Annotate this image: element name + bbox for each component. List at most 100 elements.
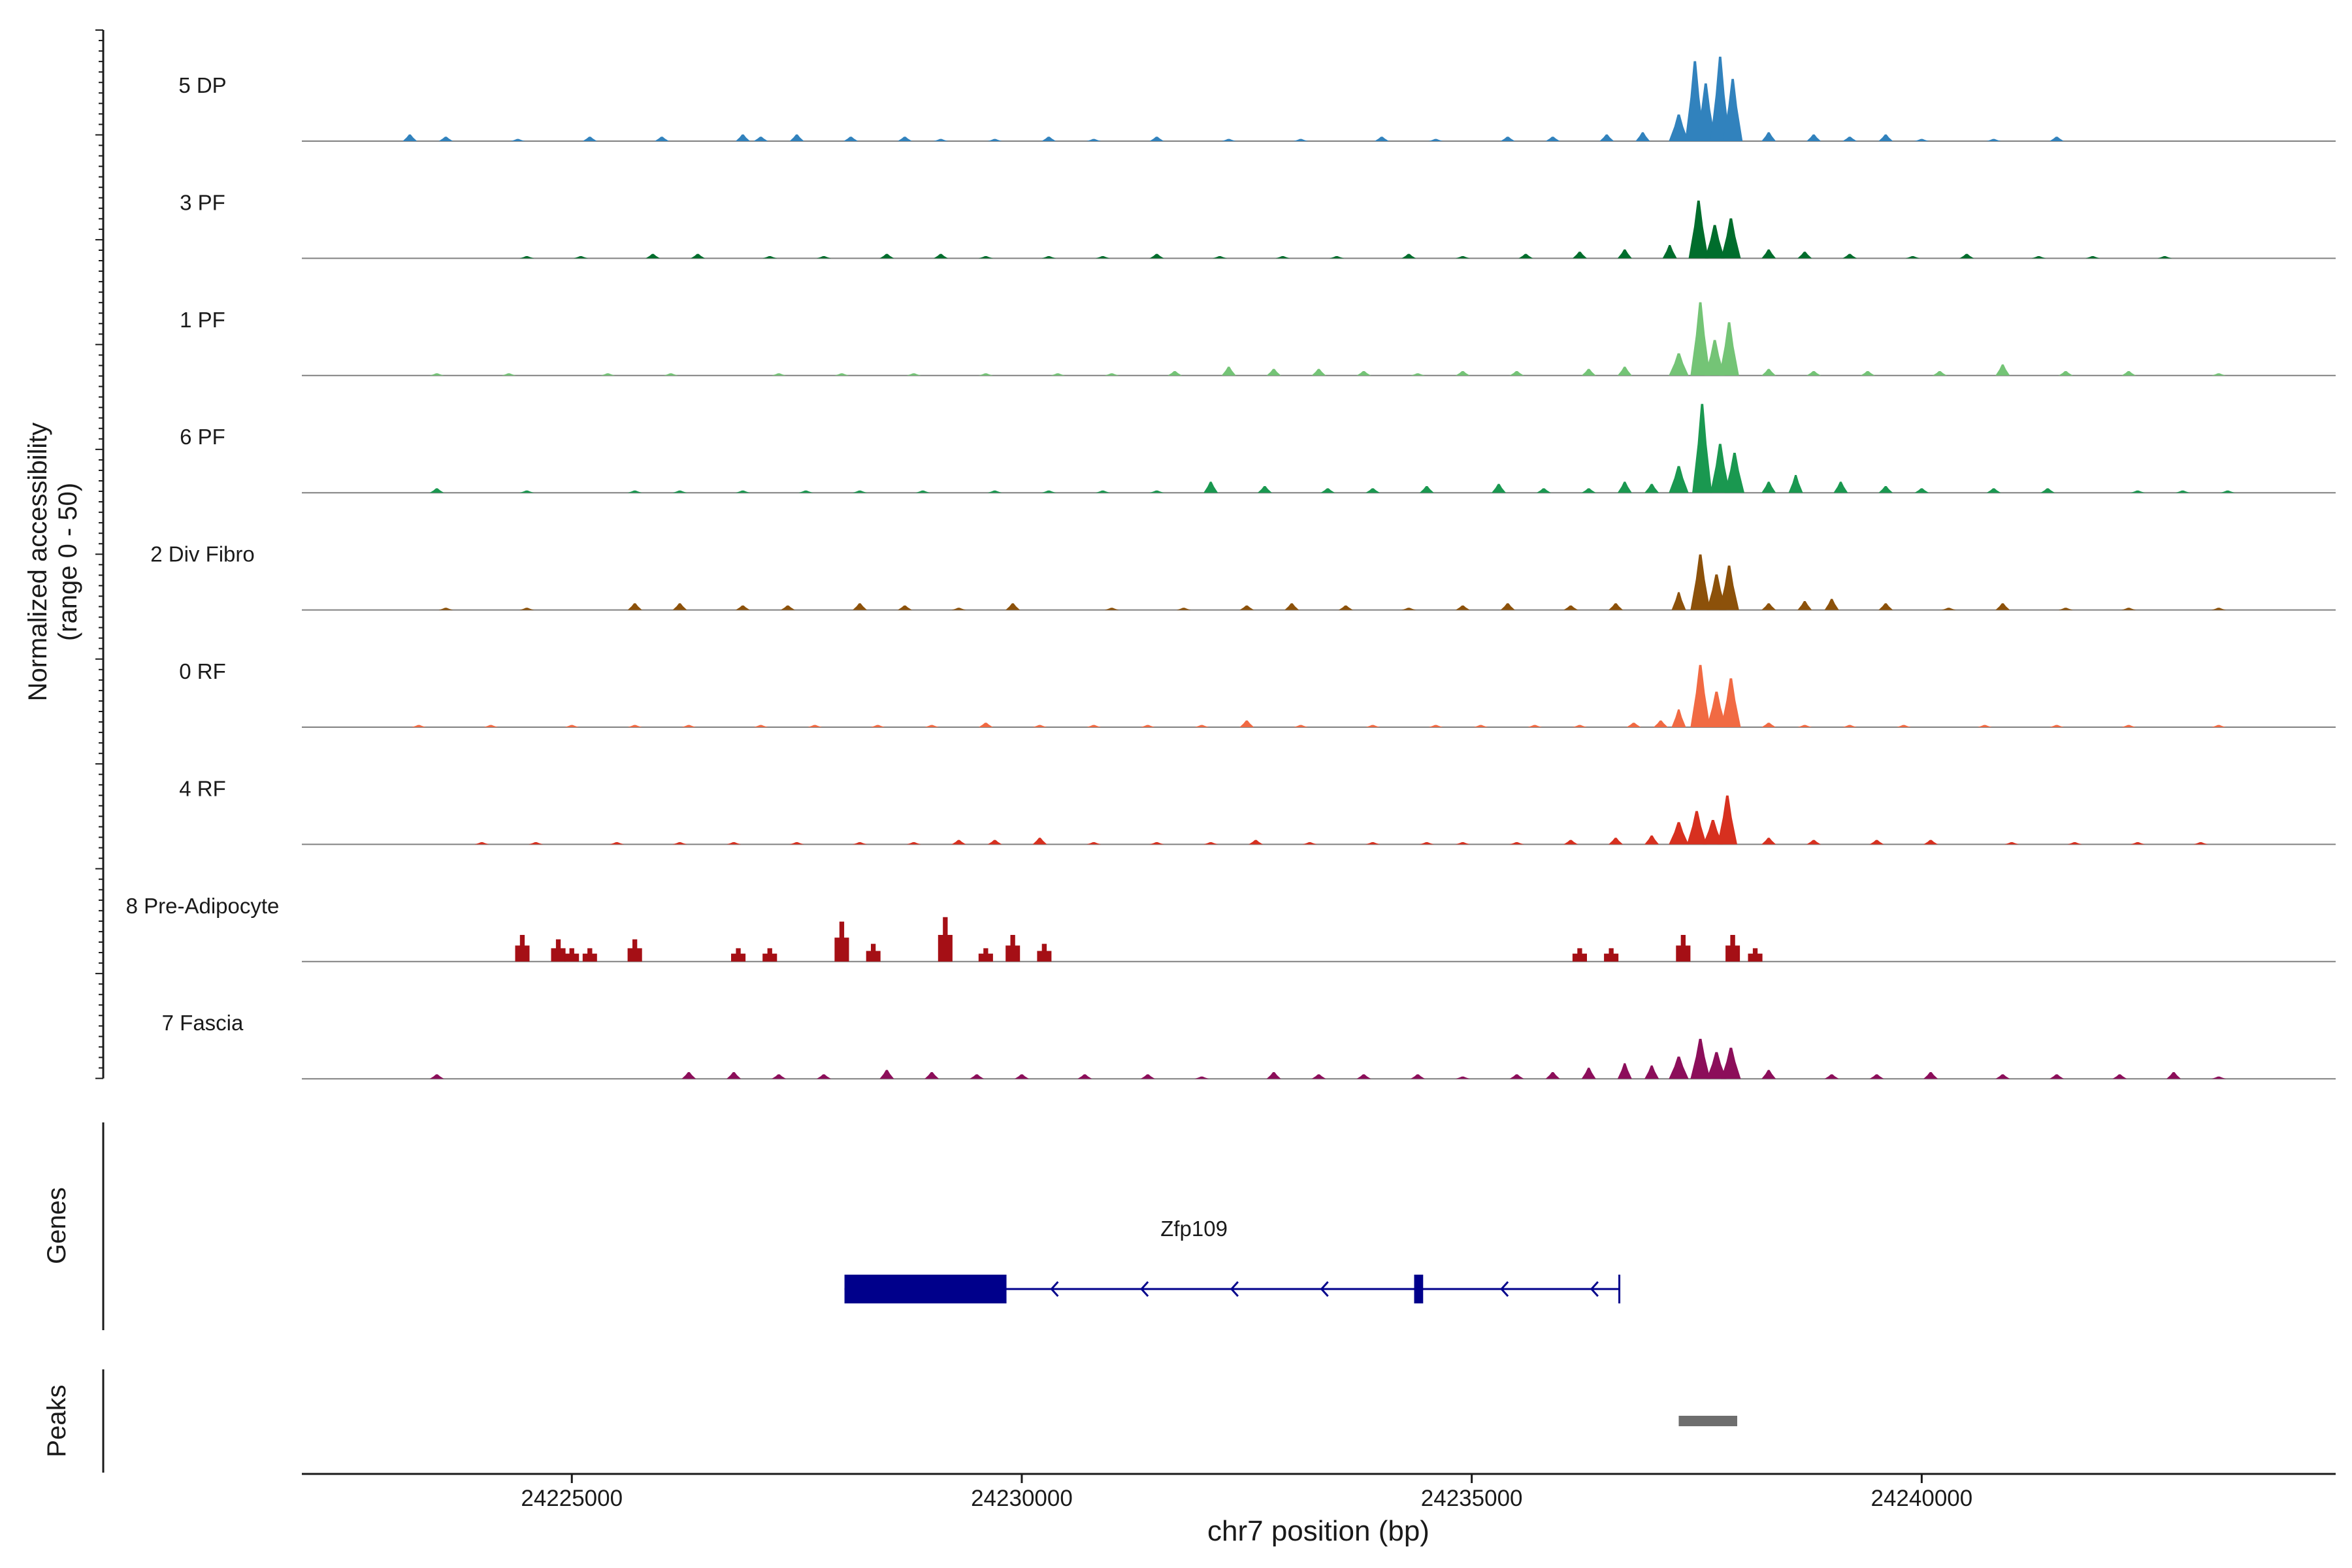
coverage-peak — [1705, 340, 1725, 376]
coverage-peak — [1761, 368, 1776, 376]
x-tick-label: 24230000 — [971, 1486, 1073, 1511]
coverage-peak — [1330, 256, 1345, 259]
coverage-peak — [1194, 1076, 1209, 1079]
coverage-peak — [1721, 1047, 1741, 1079]
coverage-peak — [879, 253, 894, 259]
coverage-peak — [627, 939, 642, 962]
coverage-peak — [1527, 725, 1543, 727]
peak-track — [1678, 1416, 1738, 1426]
coverage-peak — [727, 842, 742, 845]
coverage-peak — [1833, 482, 1848, 493]
coverage-peak — [1509, 371, 1524, 376]
coverage-peak — [519, 256, 534, 259]
coverage-peak — [1806, 371, 1821, 376]
coverage-peak — [1923, 840, 1938, 845]
coverage-peak — [735, 134, 750, 141]
coverage-peak — [1599, 134, 1614, 141]
track-3-pf: 3 PF — [180, 190, 2336, 259]
strand-arrow — [1140, 1281, 1149, 1298]
coverage-peak — [1959, 253, 1974, 259]
coverage-peak — [1051, 373, 1066, 376]
coverage-peak — [501, 373, 516, 376]
coverage-peak — [1077, 1074, 1092, 1079]
coverage-peak — [1914, 139, 1929, 141]
coverage-peak — [843, 137, 858, 141]
coverage-peak — [1721, 678, 1741, 727]
coverage-peak — [627, 603, 642, 610]
coverage-peak — [1149, 842, 1164, 845]
coverage-peak — [915, 490, 930, 493]
coverage-peak — [1653, 720, 1668, 727]
coverage-peak — [1797, 601, 1812, 610]
coverage-peak — [897, 605, 912, 610]
coverage-peak — [853, 490, 867, 493]
coverage-peak — [551, 939, 566, 962]
coverage-peak — [2050, 725, 2064, 727]
coverage-peak — [429, 373, 444, 376]
coverage-peak — [1041, 137, 1056, 141]
coverage-peak — [1419, 486, 1434, 493]
coverage-peak — [1032, 838, 1047, 845]
coverage-peak — [1168, 371, 1183, 376]
coverage-peak — [1428, 139, 1443, 141]
coverage-peak — [2050, 1074, 2064, 1079]
coverage-peak — [582, 137, 597, 141]
coverage-peak — [1869, 1074, 1884, 1079]
strand-arrow — [1230, 1281, 1239, 1298]
coverage-peak — [519, 490, 534, 493]
coverage-peak — [1705, 225, 1725, 259]
coverage-peak — [483, 725, 498, 727]
coverage-peak — [1671, 592, 1686, 610]
coverage-peak — [978, 723, 993, 727]
coverage-peak — [412, 725, 427, 727]
coverage-peak — [1690, 664, 1710, 727]
coverage-peak — [1563, 840, 1578, 845]
track-label: 8 Pre-Adipocyte — [126, 894, 280, 918]
x-tick-label: 24235000 — [1421, 1486, 1523, 1511]
coverage-peak — [1401, 253, 1416, 259]
coverage-peak — [1717, 795, 1737, 845]
coverage-peak — [1761, 1070, 1776, 1079]
coverage-peak — [1761, 249, 1776, 259]
coverage-peak — [978, 948, 993, 962]
coverage-peak — [2175, 490, 2190, 493]
coverage-peak — [2067, 842, 2082, 845]
genes-label: Genes — [42, 1187, 71, 1264]
coverage-peak — [1411, 373, 1425, 376]
coverage-peak — [1581, 488, 1596, 493]
coverage-peak — [1724, 453, 1744, 493]
coverage-peak — [1644, 835, 1659, 845]
peak-region — [1678, 1416, 1738, 1426]
coverage-peak — [2004, 842, 2019, 845]
coverage-peak — [681, 725, 696, 727]
strand-arrow — [1320, 1281, 1329, 1298]
coverage-peak — [934, 253, 948, 259]
coverage-peak — [2193, 842, 2208, 845]
coverage-peak — [1690, 302, 1710, 376]
coverage-peak — [735, 605, 750, 610]
coverage-peak — [1932, 371, 1947, 376]
coverage-peak — [1365, 488, 1380, 493]
coverage-peak — [1365, 842, 1380, 845]
coverage-peak — [987, 490, 1002, 493]
coverage-peak — [879, 1070, 894, 1079]
coverage-peak — [780, 605, 795, 610]
coverage-peak — [1609, 603, 1624, 610]
coverage-peak — [2220, 490, 2235, 493]
coverage-peak — [727, 1072, 742, 1079]
coverage-peak — [2112, 1074, 2127, 1079]
coverage-peak — [2211, 608, 2226, 610]
coverage-peak — [1977, 725, 1992, 727]
coverage-peak — [2130, 490, 2145, 493]
coverage-peak — [1221, 139, 1236, 141]
coverage-peak — [853, 842, 867, 845]
coverage-peak — [808, 725, 823, 727]
coverage-peak — [1905, 256, 1920, 259]
coverage-peak — [934, 139, 948, 141]
coverage-peak — [1703, 820, 1723, 845]
coverage-tracks: 5 DP 3 PF 1 PF 6 PF 2 Div Fibro 0 RF 4 RF 8 Pre… — [126, 56, 2336, 1080]
track-7-fascia: 7 Fascia — [162, 1011, 2336, 1080]
x-axis-ticks: 24225000 24230000 24235000 24240000 — [521, 1474, 1972, 1511]
coverage-peak — [1041, 490, 1056, 493]
coverage-peak — [1669, 466, 1689, 493]
